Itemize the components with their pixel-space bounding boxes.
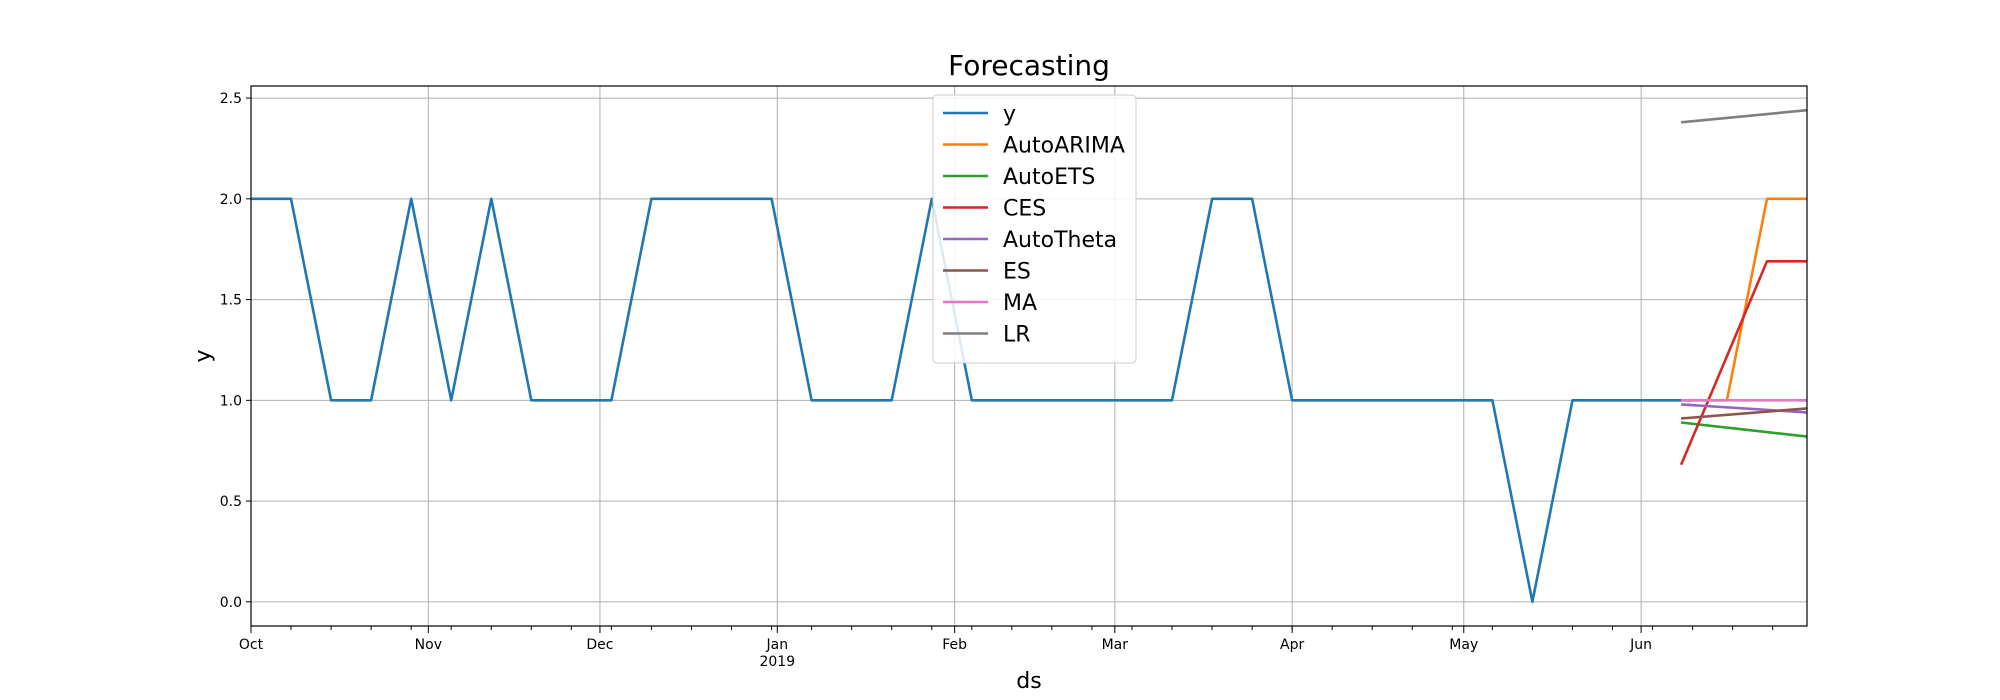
x-tick-label: Jun xyxy=(1629,637,1652,653)
series-line-y xyxy=(251,197,1693,604)
x-tick-label: Jan xyxy=(765,637,788,653)
y-tick-label: 2.5 xyxy=(220,91,242,107)
legend-label-ces: CES xyxy=(1003,197,1046,222)
legend-label-es: ES xyxy=(1003,260,1031,285)
series-line-lr xyxy=(1680,108,1808,124)
series-line-es xyxy=(1680,407,1808,420)
series-line-autoets xyxy=(1680,421,1808,438)
x-tick-label: Nov xyxy=(415,637,442,653)
legend-label-ma: MA xyxy=(1003,291,1037,316)
legend-label-lr: LR xyxy=(1003,323,1031,348)
y-tick-label: 1.5 xyxy=(220,293,242,309)
legend-label-autoets: AutoETS xyxy=(1003,165,1095,190)
x-tick-label: Mar xyxy=(1102,637,1129,653)
legend: y AutoARIMA AutoETS CES AutoTheta ES MA LR xyxy=(932,94,1137,364)
x-tick-label: May xyxy=(1449,637,1478,653)
chart-title: Forecasting xyxy=(948,49,1110,82)
x-tick-label: Dec xyxy=(586,637,613,653)
x-tick-label: Feb xyxy=(942,637,967,653)
y-axis-label: y xyxy=(191,349,216,362)
plot-frame xyxy=(250,85,1808,627)
series-lines xyxy=(251,108,1808,604)
y-tick-label: 1.0 xyxy=(220,393,242,409)
series-line-ces xyxy=(1679,259,1807,466)
legend-label-autotheta: AutoTheta xyxy=(1003,228,1117,253)
x-axis-label: ds xyxy=(1016,669,1041,694)
y-tick-label: 0.5 xyxy=(220,494,242,510)
x-tick-label: Oct xyxy=(239,637,264,653)
legend-box xyxy=(932,94,1137,364)
legend-label-autoarima: AutoARIMA xyxy=(1003,134,1125,159)
y-tick-label: 2.0 xyxy=(220,192,242,208)
x-tick-sublabel: 2019 xyxy=(759,654,795,670)
x-tick-label: Apr xyxy=(1280,637,1304,653)
y-tick-label: 0.0 xyxy=(220,595,242,611)
legend-label-y: y xyxy=(1003,102,1016,127)
